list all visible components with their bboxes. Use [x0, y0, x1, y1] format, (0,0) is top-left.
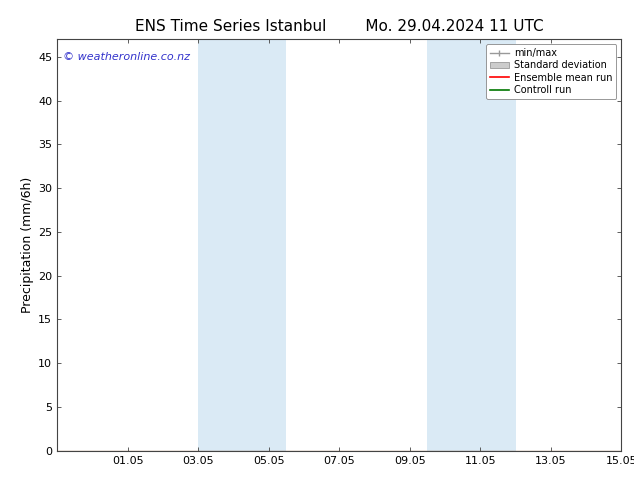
- Title: ENS Time Series Istanbul        Mo. 29.04.2024 11 UTC: ENS Time Series Istanbul Mo. 29.04.2024 …: [135, 19, 543, 34]
- Bar: [198, 39, 287, 451]
- Text: © weatheronline.co.nz: © weatheronline.co.nz: [63, 51, 190, 62]
- Bar: [427, 39, 515, 451]
- Y-axis label: Precipitation (mm/6h): Precipitation (mm/6h): [21, 177, 34, 313]
- Legend: min/max, Standard deviation, Ensemble mean run, Controll run: min/max, Standard deviation, Ensemble me…: [486, 44, 616, 99]
